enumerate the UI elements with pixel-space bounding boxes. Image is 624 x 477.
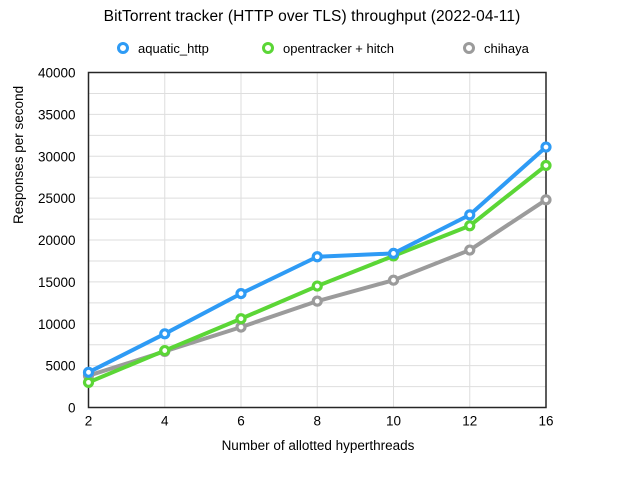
data-point [464,244,476,256]
x-tick-label: 12 [462,414,477,429]
data-point [82,366,95,378]
x-tick-label: 4 [161,414,169,429]
data-point [540,194,552,206]
data-point [159,344,171,357]
y-tick-label: 25000 [38,191,76,206]
data-point [540,159,552,172]
series-aquatic-http [82,141,552,378]
x-tick-label: 16 [538,414,553,429]
legend-item-aquatic-http: aquatic_http [117,40,209,56]
data-point [540,141,552,153]
y-tick-label: 15000 [38,275,76,290]
plot-border [87,71,547,409]
series-marker-icon [463,42,475,54]
series-marker-icon [262,42,274,54]
y-axis-tick-labels: 0 5000 10000 15000 20000 25000 30000 35000 40000 [38,66,76,416]
data-point [387,274,400,286]
x-axis-title: Number of allotted hyperthreads [221,438,415,453]
y-tick-label: 10000 [38,317,76,332]
y-tick-label: 5000 [45,359,75,374]
legend-label: opentracker + hitch [283,40,394,56]
y-tick-label: 20000 [38,233,76,248]
data-point [311,251,323,263]
y-tick-label: 0 [68,401,76,416]
gridlines [88,72,546,408]
data-point [82,376,95,388]
data-point [311,280,323,292]
y-tick-label: 40000 [38,66,76,81]
data-point [387,247,400,259]
chart-legend: aquatic_http opentracker + hitch chihaya [0,38,624,56]
data-point [311,295,323,307]
data-point [159,328,171,340]
legend-item-opentracker-hitch: opentracker + hitch [262,40,394,56]
legend-label: chihaya [484,40,529,56]
y-tick-label: 35000 [38,107,76,122]
chart-title: BitTorrent tracker (HTTP over TLS) throu… [103,8,521,25]
legend-item-chihaya: chihaya [463,40,529,56]
series-marker-icon [117,42,129,54]
data-point [464,209,476,221]
x-tick-label: 10 [386,414,401,429]
data-point [235,313,247,325]
data-point [464,220,476,232]
x-tick-label: 8 [313,414,321,429]
data-point [235,288,247,300]
x-tick-label: 2 [85,414,93,429]
y-tick-label: 30000 [38,149,76,164]
legend-label: aquatic_http [138,40,209,56]
x-tick-label: 6 [237,414,245,429]
x-axis-tick-labels: 2 4 6 8 10 12 16 [85,414,554,429]
